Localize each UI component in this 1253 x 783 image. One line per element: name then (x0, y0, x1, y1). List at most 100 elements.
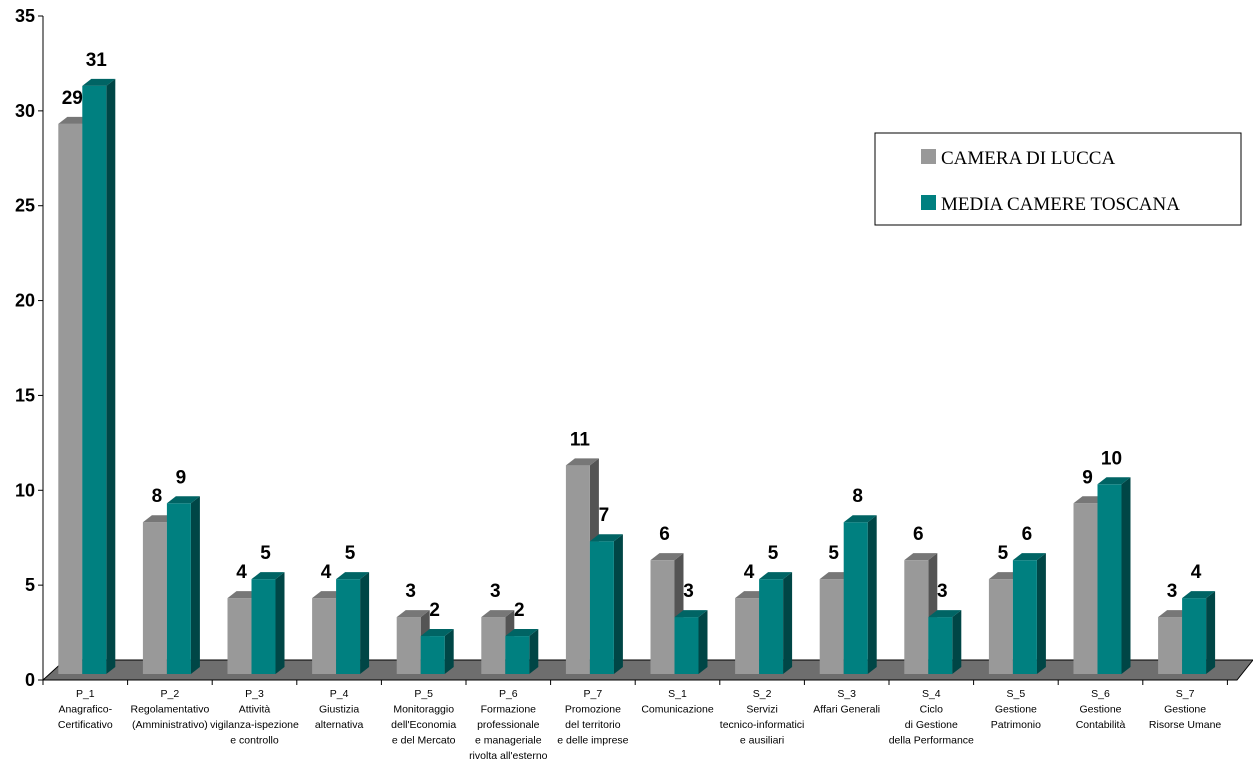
legend-swatch-toscana (921, 195, 936, 210)
data-label: 9 (1082, 467, 1093, 488)
data-label: 11 (570, 429, 591, 450)
bar-toscana (843, 515, 877, 674)
bar-front (759, 579, 784, 674)
bar-top (1097, 477, 1131, 485)
bar-toscana (759, 572, 793, 674)
bar-side (613, 534, 623, 674)
bar-front (1097, 484, 1122, 674)
category-label: P_7 Promozione del territorio e delle impre… (557, 688, 628, 747)
bar-toscana (166, 496, 200, 674)
bar-front (58, 123, 83, 675)
bar-toscana (1012, 553, 1046, 674)
bar-side (1121, 477, 1131, 674)
bar-toscana (336, 572, 370, 674)
data-label: 4 (744, 562, 755, 583)
bar-side (190, 496, 200, 674)
legend-label-lucca: CAMERA DI LUCCA (941, 148, 1115, 169)
bar-side (867, 515, 877, 674)
category-label: S_7 Gestione Risorse Umane (1149, 688, 1222, 731)
chart-floor (41, 659, 1253, 681)
data-label: 5 (345, 543, 356, 564)
y-tick-label: 35 (15, 6, 35, 26)
y-tick-label: 30 (15, 101, 35, 121)
category-labels: P_1 Anagrafico-Certificativo P_2 Regolament… (58, 688, 1222, 762)
data-label: 5 (260, 543, 271, 564)
bar-top (650, 553, 684, 561)
bar-side (275, 572, 285, 674)
data-label: 10 (1101, 448, 1122, 469)
bar-side (952, 610, 962, 674)
bar-front (1158, 617, 1183, 674)
bar-toscana (674, 610, 708, 674)
bar-toscana (251, 572, 285, 674)
bar-toscana (1182, 591, 1216, 674)
bar-side (106, 78, 116, 674)
category-label: S_1 Comunicazione (641, 688, 714, 716)
category-label: P_3 Attività vigilanza-ispezione e controll… (210, 688, 299, 747)
y-axis: 0 5 10 15 20 25 30 35 (15, 6, 44, 690)
y-tick-label: 0 (25, 670, 35, 690)
bar-top (420, 629, 454, 637)
bar-front (843, 522, 868, 674)
bar-top (336, 572, 370, 580)
category-label: P_1 Anagrafico-Certificativo (58, 688, 113, 731)
bar-front (142, 522, 167, 674)
bar-toscana (928, 610, 962, 674)
bar-front (312, 598, 337, 674)
x-axis-ticks (42, 680, 1228, 685)
bar-front (674, 617, 699, 674)
bar-front (396, 617, 421, 674)
data-label: 7 (599, 505, 610, 526)
category-label: S_4 Ciclo di Gestione della Performance (889, 688, 974, 747)
data-label: 29 (62, 88, 83, 109)
category-label: P_5 Monitoraggio dell'Economia e del Mercat… (391, 688, 456, 747)
category-label: P_4 Giustizia alternativa (315, 688, 364, 731)
bar-top (251, 572, 285, 580)
bar-toscana (82, 78, 116, 674)
bar-front (904, 560, 929, 674)
bar-top (589, 534, 623, 542)
bar-side (783, 572, 793, 674)
bar-top (674, 610, 708, 618)
bar-top (904, 553, 938, 561)
data-label: 5 (998, 543, 1009, 564)
bar-side (444, 629, 454, 674)
bar-top (928, 610, 962, 618)
bar-front (1073, 503, 1098, 674)
category-label: S_2 Servizi tecnico-informatici e ausiliari (720, 688, 805, 747)
bar-front (735, 598, 760, 674)
bar-front (1182, 598, 1207, 674)
data-label: 9 (176, 467, 187, 488)
data-label: 3 (1167, 581, 1178, 602)
legend-label-toscana: MEDIA CAMERE TOSCANA (941, 194, 1180, 215)
bar-front (650, 560, 675, 674)
bar-top (759, 572, 793, 580)
data-label: 4 (1191, 562, 1202, 583)
bar-front (227, 598, 252, 674)
bar-front (505, 636, 530, 674)
data-label: 5 (768, 543, 779, 564)
category-label: S_6 Gestione Contabilità (1076, 688, 1126, 731)
bar-top (396, 610, 430, 618)
bar-top (843, 515, 877, 523)
category-label: S_3 Affari Generali (813, 688, 880, 716)
bar-front (82, 85, 107, 674)
bar-toscana (420, 629, 454, 674)
bar-side (1206, 591, 1216, 674)
bar-toscana (1097, 477, 1131, 674)
data-label: 3 (683, 581, 694, 602)
y-tick-label: 5 (25, 575, 35, 595)
y-tick-label: 20 (15, 291, 35, 311)
data-label: 6 (913, 524, 924, 545)
bar-top (166, 496, 200, 504)
data-label: 4 (321, 562, 332, 583)
bar-front (988, 579, 1013, 674)
data-label: 3 (937, 581, 948, 602)
data-label: 2 (429, 600, 440, 621)
bar-front (166, 503, 191, 674)
bar-front (481, 617, 506, 674)
bars (58, 78, 1216, 675)
data-label: 8 (852, 486, 863, 507)
